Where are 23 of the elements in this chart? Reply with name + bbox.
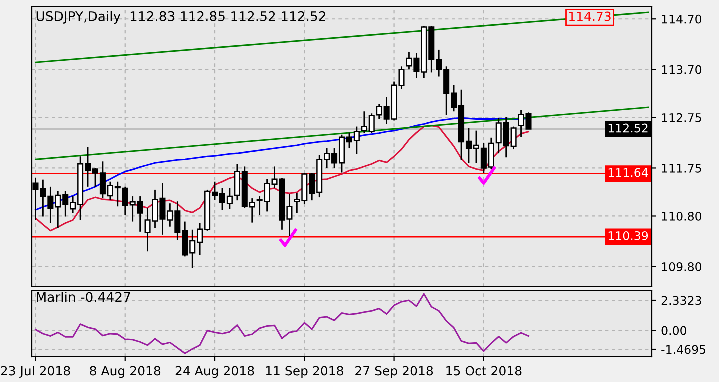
ref-line-label: 111.64 xyxy=(608,168,648,178)
x-tick-label: 15 Oct 2018 xyxy=(446,366,522,376)
line-series xyxy=(34,125,530,232)
x-tick-label: 27 Sep 2018 xyxy=(356,366,434,378)
y-tick-label: 0.00 xyxy=(662,326,687,336)
chart-title: USDJPY,Daily 112.83 112.85 112.52 112.52 xyxy=(36,11,326,24)
y-tick-label: 111.75 xyxy=(662,164,702,173)
ref-line-label: 112.52 xyxy=(608,124,648,133)
ref-line-label: 110.39 xyxy=(608,231,648,240)
x-tick-label: 24 Aug 2018 xyxy=(176,366,254,378)
y-tick-label: 114.70 xyxy=(662,14,702,24)
chart-title: Marlin -0.4427 xyxy=(37,292,130,302)
y-tick-label: 109.80 xyxy=(662,262,702,272)
y-tick-label: -1.4695 xyxy=(662,345,706,354)
annotation: 114.73 xyxy=(570,12,611,22)
x-tick-label: 23 Jul 2018 xyxy=(1,366,70,378)
y-tick-label: 2.3323 xyxy=(662,296,702,306)
line-series xyxy=(34,293,530,354)
x-tick-label: 8 Aug 2018 xyxy=(90,366,161,378)
y-tick-label: 110.80 xyxy=(662,212,702,221)
y-tick-label: 113.70 xyxy=(662,65,702,74)
y-tick-label: 112.75 xyxy=(662,113,702,122)
x-tick-label: 11 Sep 2018 xyxy=(266,366,344,378)
